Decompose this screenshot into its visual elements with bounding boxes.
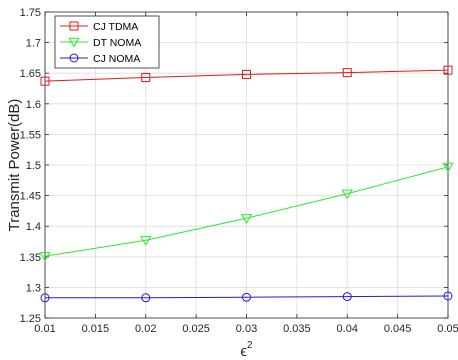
data-point-dt-noma (140, 236, 152, 246)
y-tick-label: 1.3 (26, 282, 41, 294)
data-point-cj-tdma (443, 65, 453, 75)
data-point-cj-tdma (141, 72, 151, 82)
x-tick-label: 0.02 (135, 323, 156, 335)
data-point-cj-noma (342, 292, 352, 302)
legend-marker-cj-noma (69, 53, 79, 63)
data-point-cj-tdma (242, 69, 251, 79)
data-point-cj-noma (40, 293, 50, 303)
x-tick-label: 0.045 (384, 323, 412, 335)
legend-item-dt-noma: DT NOMA (60, 37, 141, 49)
y-tick-label: 1.65 (20, 68, 41, 80)
data-point-dt-noma (341, 189, 353, 200)
y-tick-label: 1.25 (20, 313, 41, 325)
legend-item-cj-noma: CJ NOMA (60, 53, 140, 65)
y-axis-label: Transmit Power(dB) (6, 99, 23, 232)
series-line-cj-tdma (44, 69, 449, 82)
y-tick-label: 1.75 (20, 7, 41, 19)
data-point-dt-noma (39, 252, 51, 262)
legend-label-dt-noma: DT NOMA (93, 37, 141, 49)
x-axis-label-symbol: ϵ (240, 343, 247, 360)
series-dt-noma (39, 162, 454, 262)
y-tick-label: 1.4 (26, 221, 41, 233)
data-point-cj-noma (242, 292, 251, 302)
x-tick-label: 0.03 (236, 323, 257, 335)
series-cj-tdma (40, 65, 453, 86)
x-axis-label-superscript: 2 (247, 340, 253, 351)
data-series (39, 65, 454, 303)
axis-ticks: 0.01 0.015 0.02 0.025 0.03 0.035 0.04 0.045 0.05… (20, 7, 458, 335)
data-point-cj-tdma (342, 68, 352, 78)
legend-item-cj-tdma: CJ TDMA (60, 21, 138, 33)
y-tick-label: 1.45 (20, 191, 41, 203)
legend-label-cj-noma: CJ NOMA (93, 53, 140, 65)
y-tick-label: 1.35 (20, 252, 41, 264)
data-point-dt-noma (240, 214, 253, 224)
data-point-dt-noma (442, 162, 454, 173)
x-tick-label: 0.04 (337, 323, 358, 335)
x-tick-label: 0.05 (437, 323, 458, 335)
x-tick-label: 0.025 (182, 323, 210, 335)
series-cj-noma (40, 291, 453, 303)
data-point-cj-noma (443, 291, 453, 301)
y-tick-label: 1.5 (26, 160, 41, 172)
y-tick-label: 1.7 (26, 38, 41, 50)
legend-label-cj-tdma: CJ TDMA (93, 21, 138, 33)
series-line-dt-noma (44, 166, 449, 257)
data-point-cj-noma (141, 293, 151, 303)
legend-marker-dt-noma (68, 37, 80, 48)
x-tick-label: 0.01 (34, 323, 55, 335)
legend: CJ TDMA DT NOMA CJ NOMA (54, 15, 160, 69)
y-tick-label: 1.55 (20, 129, 41, 141)
x-axis-label: ϵ2 (240, 340, 253, 360)
data-point-cj-tdma (40, 76, 50, 86)
y-tick-label: 1.6 (26, 99, 41, 111)
legend-marker-cj-tdma (69, 21, 79, 31)
series-line-cj-noma (45, 295, 449, 299)
x-tick-label: 0.035 (283, 323, 311, 335)
x-tick-label: 0.015 (82, 323, 110, 335)
